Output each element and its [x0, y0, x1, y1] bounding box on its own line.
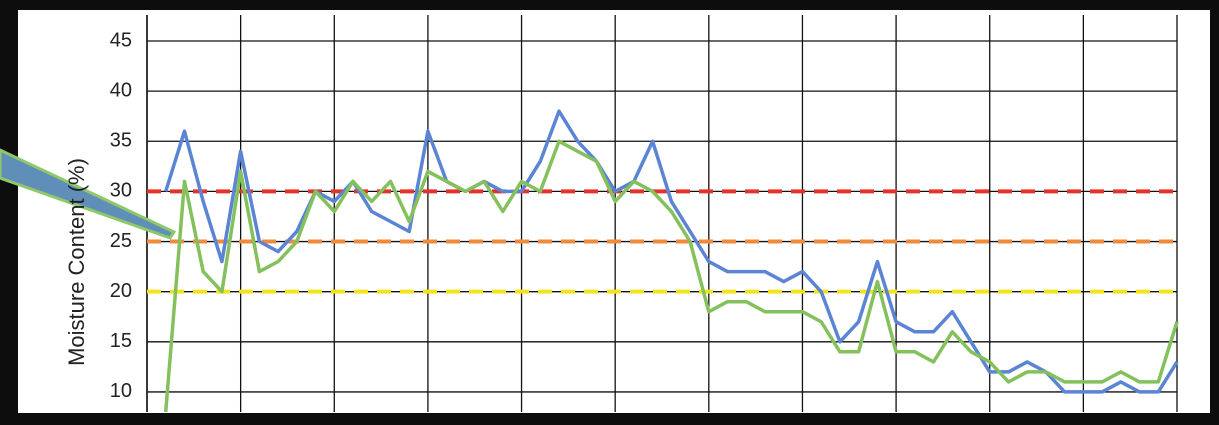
y-tick-label: 25 — [110, 230, 132, 252]
chart: Moisture Content (%) 10 15 20 25 30 35 40 45 — [0, 0, 1219, 425]
y-tick-label: 10 — [110, 380, 132, 402]
y-tick-label: 45 — [110, 29, 132, 51]
y-tick-label: 30 — [110, 180, 132, 202]
page: Moisture Content (%) 1015202530354045 ((… — [0, 0, 1219, 425]
y-tick-label: 20 — [110, 280, 132, 302]
y-tick-label: 35 — [110, 130, 132, 152]
bottom-bar — [0, 413, 1219, 425]
chart-area — [18, 10, 1210, 413]
y-tick-label: 40 — [110, 79, 132, 101]
y-axis-label: Moisture Content (%) — [64, 158, 89, 366]
y-tick-label: 15 — [110, 330, 132, 352]
